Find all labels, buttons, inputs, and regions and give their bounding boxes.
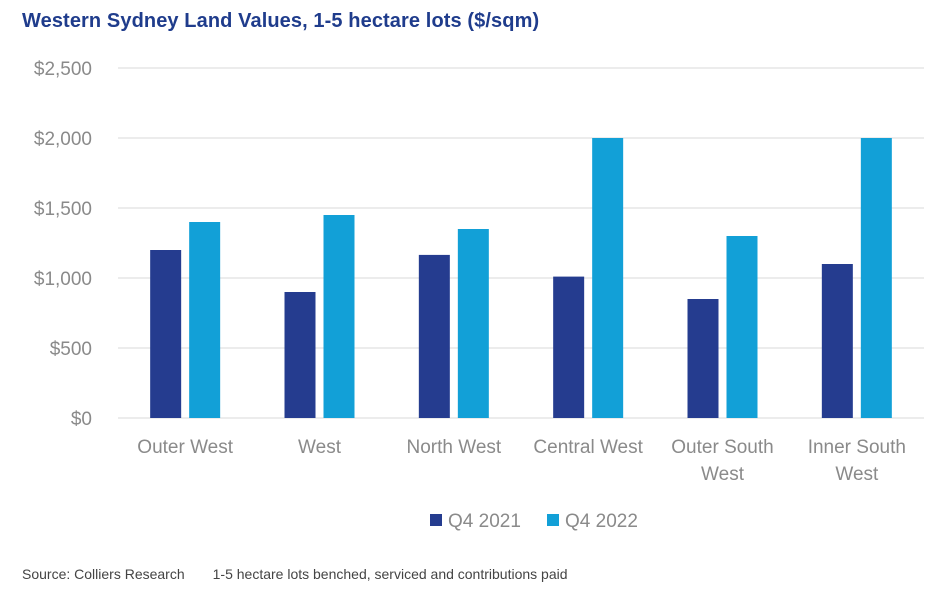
- y-tick-label: $500: [50, 339, 92, 360]
- x-tick-label: Outer West: [137, 437, 233, 458]
- gridlines: [118, 67, 924, 419]
- bar: [323, 215, 355, 418]
- x-tick-label: Central West: [533, 437, 643, 458]
- x-tick-label: North West: [406, 437, 501, 458]
- bar: [553, 276, 585, 418]
- bar: [150, 250, 182, 418]
- lot-note: 1-5 hectare lots benched, serviced and c…: [212, 566, 568, 582]
- bar: [726, 236, 758, 418]
- chart-title: Western Sydney Land Values, 1-5 hectare …: [22, 10, 540, 32]
- y-tick-label: $2,000: [34, 129, 92, 150]
- x-tick-label: West: [835, 464, 879, 485]
- legend-swatch: [547, 514, 559, 526]
- legend-label: Q4 2022: [565, 511, 638, 532]
- bar: [284, 292, 316, 418]
- y-axis-ticks: $0 $500 $1,000 $1,500 $2,000 $2,500: [34, 59, 92, 430]
- legend-label: Q4 2021: [448, 511, 521, 532]
- legend-swatch: [430, 514, 442, 526]
- y-tick-label: $0: [71, 409, 92, 430]
- legend: Q4 2021 Q4 2022: [430, 511, 638, 532]
- x-tick-label: Inner South: [808, 437, 906, 458]
- y-tick-label: $1,000: [34, 269, 92, 290]
- y-tick-label: $1,500: [34, 199, 92, 220]
- bar: [457, 229, 489, 418]
- x-axis-ticks: Outer West West North West Central West Oute…: [137, 437, 906, 485]
- x-tick-label: West: [701, 464, 745, 485]
- bar: [189, 222, 221, 418]
- footer: Source: Colliers Research 1-5 hectare lot…: [22, 566, 568, 582]
- y-tick-label: $2,500: [34, 59, 92, 80]
- bar: [592, 138, 624, 418]
- bar: [418, 254, 450, 418]
- bar: [860, 138, 892, 418]
- bars: [150, 138, 892, 418]
- bar: [687, 299, 719, 418]
- x-tick-label: Outer South: [671, 437, 773, 458]
- source-note: Source: Colliers Research: [22, 566, 185, 582]
- bar: [821, 264, 853, 418]
- x-tick-label: West: [298, 437, 342, 458]
